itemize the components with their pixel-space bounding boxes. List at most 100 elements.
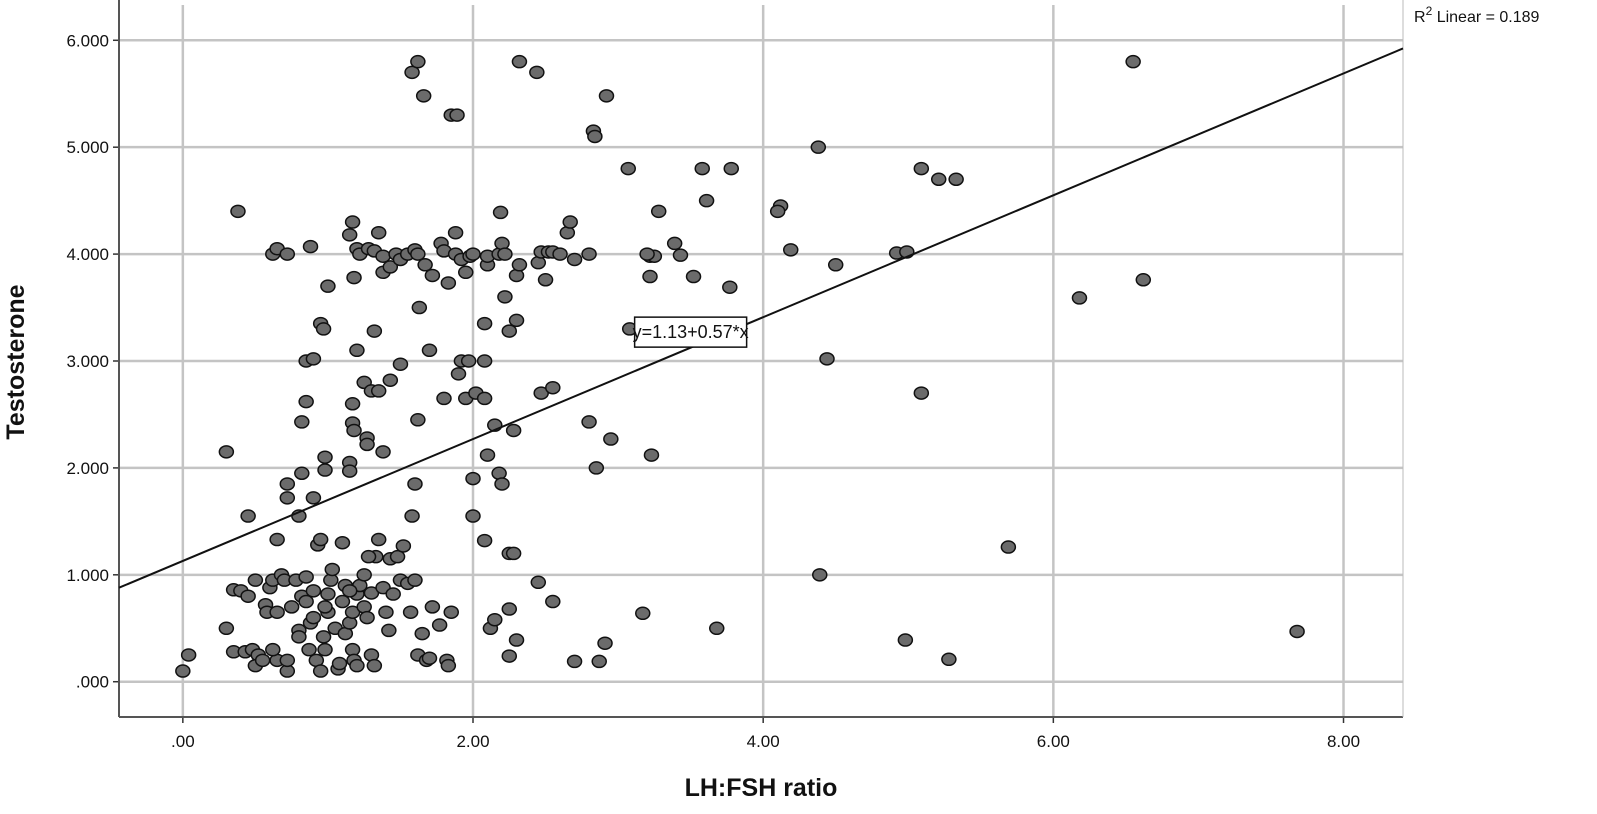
data-point xyxy=(317,642,333,657)
data-point xyxy=(230,204,246,219)
y-tick-label: 3.000 xyxy=(66,352,109,371)
data-point xyxy=(402,605,419,619)
data-point xyxy=(385,587,401,601)
data-point xyxy=(359,610,375,625)
data-point xyxy=(410,413,426,427)
data-point xyxy=(598,89,615,103)
data-point xyxy=(913,161,930,176)
data-point xyxy=(476,316,493,331)
data-point xyxy=(312,532,329,547)
data-point xyxy=(642,269,658,284)
data-point xyxy=(404,509,420,523)
data-point xyxy=(414,626,430,641)
data-point xyxy=(370,384,387,398)
data-point xyxy=(913,386,930,400)
data-point xyxy=(476,533,493,548)
data-point xyxy=(635,606,651,621)
data-point xyxy=(1000,540,1017,554)
data-point xyxy=(359,437,375,452)
data-point xyxy=(930,172,947,187)
data-point xyxy=(346,423,362,438)
data-point xyxy=(331,656,348,671)
data-point xyxy=(708,621,725,636)
data-point xyxy=(450,367,467,381)
data-point xyxy=(317,600,333,614)
data-point xyxy=(279,491,296,505)
data-point xyxy=(698,193,715,208)
data-point xyxy=(410,247,426,261)
data-point xyxy=(305,491,322,505)
data-point xyxy=(382,373,399,387)
data-point xyxy=(298,394,314,409)
data-point xyxy=(424,600,441,614)
data-point xyxy=(458,265,474,280)
data-point xyxy=(302,239,319,254)
x-tick-label: 6.00 xyxy=(1037,732,1070,751)
x-tick-label: 8.00 xyxy=(1327,732,1360,751)
data-point xyxy=(378,605,394,619)
data-point xyxy=(407,573,423,587)
data-point xyxy=(672,248,689,262)
data-point xyxy=(436,391,452,406)
data-point xyxy=(722,280,738,294)
data-point xyxy=(1135,273,1152,287)
data-point xyxy=(334,594,351,609)
data-point xyxy=(294,466,310,481)
data-point xyxy=(392,357,409,371)
data-point xyxy=(643,448,660,462)
data-point xyxy=(279,477,296,491)
regression-line xyxy=(118,47,1404,589)
data-point xyxy=(723,161,740,176)
data-point xyxy=(381,623,397,638)
data-point xyxy=(411,300,428,315)
data-point xyxy=(431,618,448,632)
data-point xyxy=(530,575,547,590)
data-point xyxy=(465,471,481,486)
tick-labels: .00 2.00 4.00 6.00 8.00 .000 1.000 2.000 3.000 4.… xyxy=(66,31,1360,751)
data-point xyxy=(694,161,710,176)
data-point xyxy=(298,570,314,584)
data-point xyxy=(620,161,636,176)
y-tick-label: 6.000 xyxy=(66,31,109,50)
data-point xyxy=(366,658,383,673)
data-point xyxy=(497,290,513,304)
data-point xyxy=(508,313,525,328)
data-point xyxy=(298,594,314,609)
data-point xyxy=(382,260,399,274)
data-point xyxy=(650,204,667,219)
data-point xyxy=(587,129,603,144)
data-point xyxy=(421,651,438,665)
data-point xyxy=(769,204,786,219)
data-point xyxy=(415,89,432,103)
data-point xyxy=(581,415,597,429)
data-point xyxy=(344,397,361,411)
data-point xyxy=(591,654,607,669)
y-tick-label: 2.000 xyxy=(66,459,109,478)
data-point xyxy=(827,258,844,272)
data-point xyxy=(537,273,554,287)
x-tick-label: 4.00 xyxy=(747,732,780,751)
data-point xyxy=(443,605,459,619)
data-point xyxy=(810,140,827,154)
x-axis-title: LH:FSH ratio xyxy=(685,774,838,802)
data-point xyxy=(479,448,496,462)
data-point xyxy=(948,172,964,187)
data-point xyxy=(269,605,285,619)
data-point xyxy=(639,247,655,261)
data-point xyxy=(562,215,578,229)
data-point xyxy=(291,630,307,644)
data-point xyxy=(581,247,597,261)
data-point xyxy=(349,658,365,673)
data-point xyxy=(218,621,235,636)
data-point xyxy=(315,322,332,336)
data-point xyxy=(421,343,438,358)
data-point xyxy=(324,562,341,577)
data-point xyxy=(356,568,372,582)
data-point xyxy=(341,464,358,478)
r2-label: R2 Linear = 0.189 xyxy=(1414,4,1540,26)
data-point xyxy=(404,65,420,80)
data-point xyxy=(545,380,561,395)
y-tick-label: 1.000 xyxy=(66,566,109,585)
data-point xyxy=(494,477,510,491)
data-point xyxy=(341,584,358,598)
